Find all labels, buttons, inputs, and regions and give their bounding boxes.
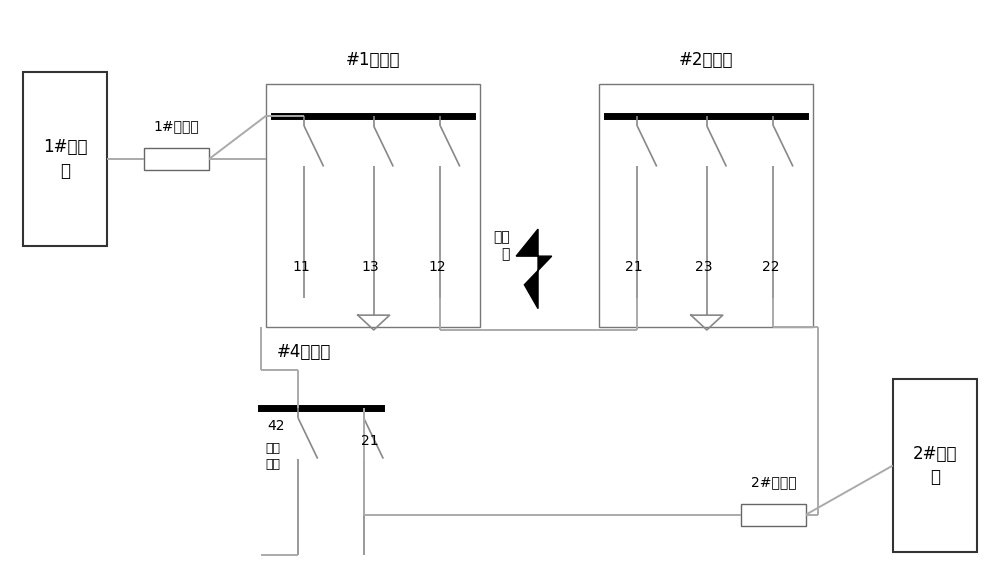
Polygon shape: [516, 229, 552, 308]
Text: #1环网柜: #1环网柜: [346, 51, 400, 69]
Bar: [741, 504, 806, 526]
Text: 21: 21: [625, 260, 643, 274]
Text: 2#线开关: 2#线开关: [751, 475, 796, 489]
Text: 1#变电
站: 1#变电 站: [43, 138, 87, 180]
Bar: [599, 84, 813, 326]
Text: 13: 13: [362, 260, 380, 274]
Bar: [144, 148, 209, 170]
Text: 22: 22: [762, 260, 779, 274]
Text: 42: 42: [267, 419, 285, 433]
Bar: [23, 72, 107, 246]
Text: 23: 23: [695, 260, 713, 274]
Text: #2环网柜: #2环网柜: [679, 51, 734, 69]
Text: 联络
开关: 联络 开关: [266, 443, 281, 471]
Bar: [893, 379, 977, 552]
Text: 12: 12: [429, 260, 446, 274]
Bar: [266, 84, 480, 326]
Text: 2#变电
站: 2#变电 站: [913, 445, 957, 486]
Text: 11: 11: [292, 260, 310, 274]
Text: 故障
点: 故障 点: [493, 230, 510, 262]
Text: #4环网柜: #4环网柜: [276, 343, 331, 361]
Text: 21: 21: [361, 434, 379, 448]
Text: 1#线开关: 1#线开关: [154, 120, 200, 134]
